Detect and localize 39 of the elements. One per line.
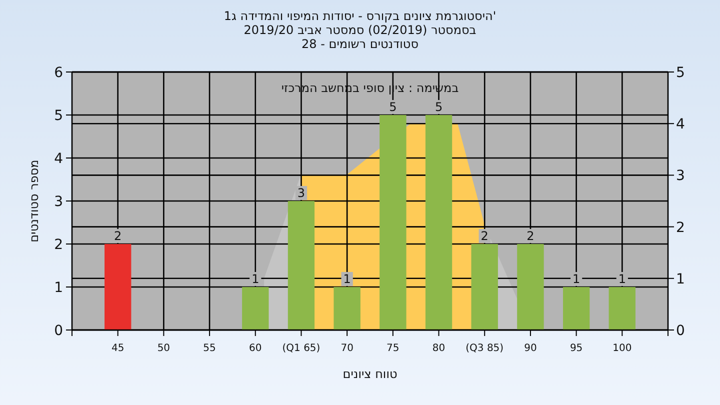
y2-tick-label: 1 [676,271,685,288]
y-tick-label: 3 [54,194,63,210]
x-tick-label: 90 [524,343,537,354]
x-axis-title: טווח ציונים [342,367,398,381]
y2-tick-label: 5 [676,65,685,81]
x-tick-label: 95 [570,343,583,354]
y-tick-label: 1 [54,280,63,296]
chart-title: 'היסטוגרמת ציונים בקורס - יסודות המיפוי והמדידה ג1 [224,9,496,23]
data-label: 2 [480,229,488,243]
x-tick-label: (Q1 65) [282,343,320,354]
data-label: 5 [389,100,397,114]
x-tick-label: 100 [612,343,632,354]
y-tick-label: 0 [54,323,63,339]
x-tick-label: 60 [249,343,262,354]
y2-tick-label: 3 [676,168,685,184]
data-label: 2 [526,229,534,243]
y-tick-label: 5 [54,108,63,124]
y2-tick-label: 0 [676,323,685,339]
y-tick-label: 6 [54,65,64,81]
y2-tick-label: 2 [676,220,685,236]
x-tick-label: 55 [203,343,216,354]
data-label: 1 [252,272,260,286]
y-axis-title: מספר סטודנטים [27,160,41,242]
x-tick-label: (Q3 85) [466,343,504,354]
y-tick-label: 2 [54,237,63,253]
y2-tick-label: 4 [676,116,685,133]
data-label: 1 [343,272,351,286]
data-label: 5 [434,100,443,114]
y-tick-label: 4 [54,151,64,167]
x-tick-label: 50 [157,343,170,354]
chart-subtitle: בסמסטר (02/2019) סמסטר אביב 2019/20 סטודנטים רשומים - 28 [244,23,476,51]
data-label: 2 [114,229,122,243]
x-tick-label: 80 [432,343,446,354]
x-tick-label: 70 [340,343,354,354]
data-label: 3 [297,186,306,200]
x-tick-label: 45 [111,343,124,354]
data-label: 1 [618,272,626,286]
x-tick-label: 75 [386,343,400,354]
data-label: 1 [572,272,580,286]
